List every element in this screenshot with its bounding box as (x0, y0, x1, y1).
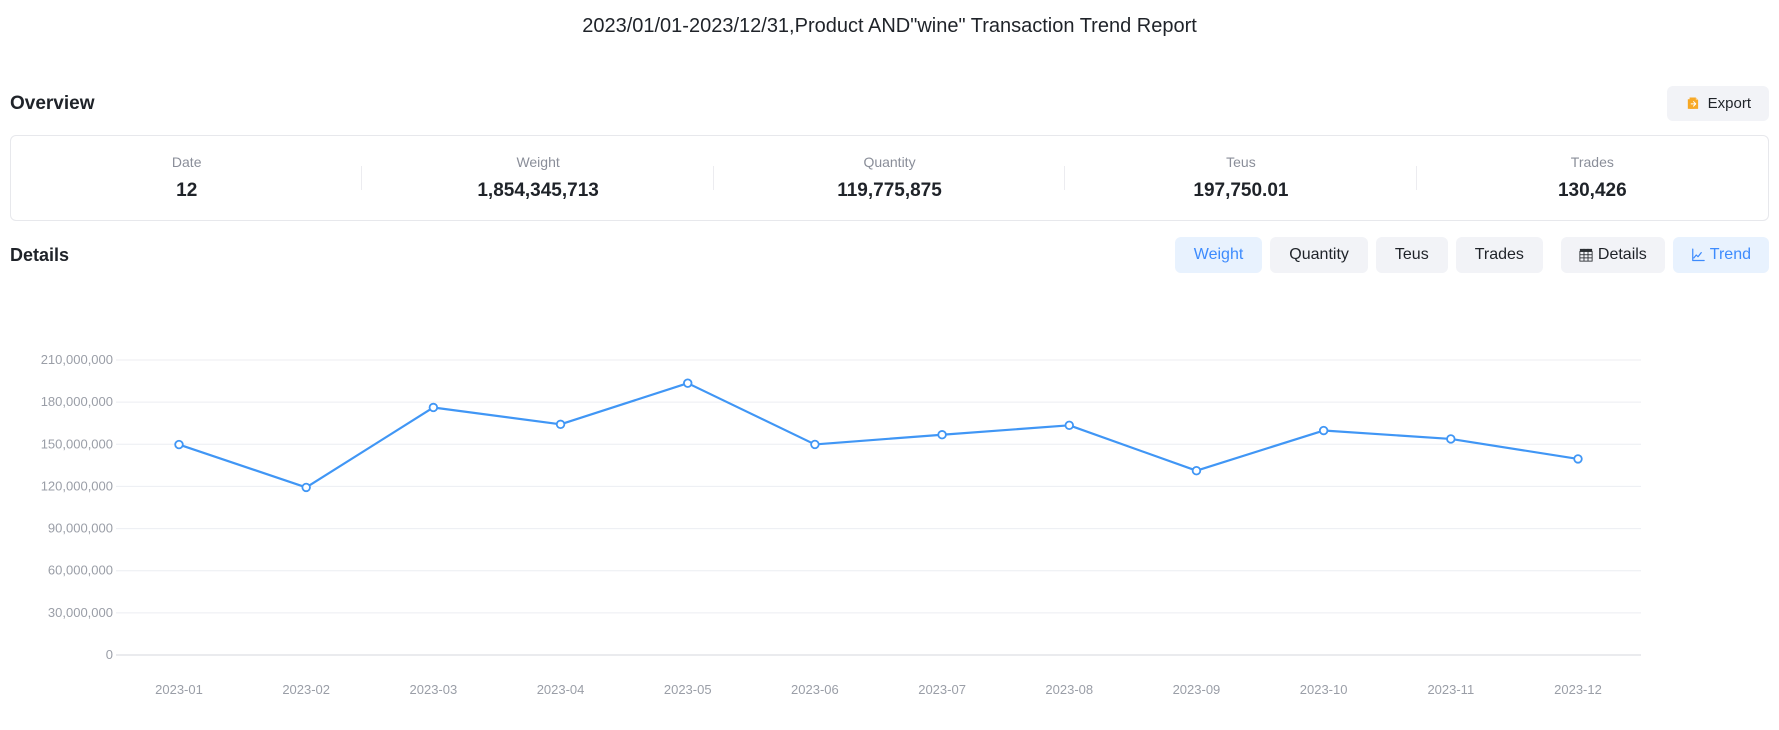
svg-text:2023-05: 2023-05 (664, 682, 712, 697)
svg-text:60,000,000: 60,000,000 (48, 563, 113, 578)
svg-text:2023-12: 2023-12 (1554, 682, 1602, 697)
svg-text:2023-09: 2023-09 (1173, 682, 1221, 697)
svg-text:2023-03: 2023-03 (410, 682, 458, 697)
svg-text:120,000,000: 120,000,000 (41, 478, 113, 493)
svg-text:2023-08: 2023-08 (1045, 682, 1093, 697)
svg-text:2023-07: 2023-07 (918, 682, 966, 697)
svg-text:150,000,000: 150,000,000 (41, 436, 113, 451)
svg-text:2023-10: 2023-10 (1300, 682, 1348, 697)
svg-text:30,000,000: 30,000,000 (48, 605, 113, 620)
svg-text:2023-01: 2023-01 (155, 682, 203, 697)
svg-text:180,000,000: 180,000,000 (41, 394, 113, 409)
svg-text:90,000,000: 90,000,000 (48, 521, 113, 536)
svg-text:2023-04: 2023-04 (537, 682, 585, 697)
svg-text:210,000,000: 210,000,000 (41, 352, 113, 367)
svg-text:2023-06: 2023-06 (791, 682, 839, 697)
svg-text:2023-11: 2023-11 (1427, 682, 1474, 697)
svg-text:0: 0 (106, 647, 113, 662)
svg-text:2023-02: 2023-02 (282, 682, 330, 697)
